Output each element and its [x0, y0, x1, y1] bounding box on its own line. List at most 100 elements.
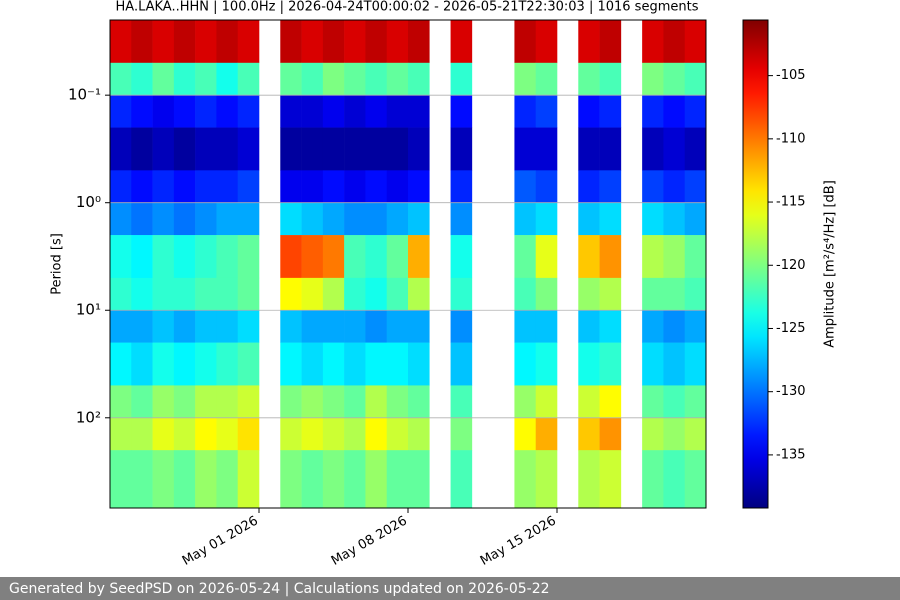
- psd-cell: [110, 342, 132, 386]
- psd-cell: [514, 417, 537, 451]
- psd-cell: [365, 62, 388, 96]
- psd-cell: [131, 310, 153, 343]
- psd-cell: [408, 385, 430, 419]
- psd-cell: [642, 450, 664, 509]
- y-axis-label: Period [s]: [50, 233, 65, 295]
- psd-cell: [599, 417, 622, 451]
- psd-cell: [110, 310, 132, 343]
- psd-cell: [322, 235, 345, 279]
- psd-cell: [301, 342, 324, 386]
- psd-cell: [152, 95, 175, 128]
- psd-cell: [450, 20, 473, 64]
- psd-cell: [578, 62, 600, 96]
- psd-cell: [408, 95, 430, 128]
- psd-cell: [110, 450, 132, 509]
- psd-cell: [131, 20, 153, 64]
- colorbar-label: Amplitude [m²/s⁴/Hz] [dB]: [823, 180, 838, 348]
- psd-cell: [684, 235, 707, 279]
- psd-cell: [663, 417, 686, 451]
- psd-cell: [152, 342, 175, 386]
- psd-cell: [386, 277, 409, 311]
- psd-cell: [599, 385, 622, 419]
- y-tick-label: 10⁰: [76, 193, 101, 211]
- psd-cell: [301, 170, 324, 204]
- psd-cell: [535, 20, 558, 64]
- psd-cell: [152, 235, 175, 279]
- psd-cell: [642, 277, 664, 311]
- psd-cell: [365, 95, 388, 128]
- psd-cell: [173, 235, 196, 279]
- psd-cell: [535, 235, 558, 279]
- psd-cell: [578, 127, 600, 171]
- psd-cell: [578, 235, 600, 279]
- psd-cell: [663, 277, 686, 311]
- psd-cell: [152, 277, 175, 311]
- psd-cell: [599, 342, 622, 386]
- psd-cell: [365, 310, 388, 343]
- psd-cell: [386, 385, 409, 419]
- psd-cell: [514, 20, 537, 64]
- psd-cell: [301, 95, 324, 128]
- psd-cell: [152, 170, 175, 204]
- psd-cell: [173, 62, 196, 96]
- psd-cell: [578, 20, 600, 64]
- psd-cell: [216, 277, 239, 311]
- psd-cell: [599, 170, 622, 204]
- psd-cell: [195, 417, 217, 451]
- psd-cell: [301, 385, 324, 419]
- psd-cell: [322, 385, 345, 419]
- psd-cell: [195, 277, 217, 311]
- psd-cell: [535, 417, 558, 451]
- psd-cell: [280, 62, 302, 96]
- colorbar: [742, 19, 769, 509]
- psd-cell: [344, 450, 366, 509]
- psd-cell: [237, 127, 260, 171]
- psd-cell: [386, 310, 409, 343]
- y-tick-label: 10¹: [76, 301, 101, 319]
- footer-bar: [0, 577, 900, 600]
- psd-cell: [663, 235, 686, 279]
- psd-cell: [642, 95, 664, 128]
- psd-cell: [535, 95, 558, 128]
- psd-cell: [514, 170, 537, 204]
- psd-cell: [195, 385, 217, 419]
- psd-cell: [322, 127, 345, 171]
- psd-cell: [131, 202, 153, 236]
- psd-cell: [110, 62, 132, 96]
- psd-cell: [599, 62, 622, 96]
- psd-cell: [535, 342, 558, 386]
- psd-cell: [152, 20, 175, 64]
- psd-cell: [195, 95, 217, 128]
- psd-cell: [578, 417, 600, 451]
- psd-cell: [663, 342, 686, 386]
- psd-cell: [514, 385, 537, 419]
- psd-cell: [408, 277, 430, 311]
- psd-cell: [642, 385, 664, 419]
- psd-cell: [280, 310, 302, 343]
- psd-cell: [173, 170, 196, 204]
- psd-cell: [578, 170, 600, 204]
- colorbar-tick-label: -130: [776, 384, 806, 399]
- psd-cell: [216, 385, 239, 419]
- psd-cell: [110, 20, 132, 64]
- psd-cell: [173, 20, 196, 64]
- psd-cell: [344, 235, 366, 279]
- x-tick-label: May 01 2026: [180, 514, 261, 569]
- psd-cell: [663, 310, 686, 343]
- psd-cell: [684, 342, 707, 386]
- psd-cell: [152, 127, 175, 171]
- psd-cell: [195, 62, 217, 96]
- psd-cell: [408, 450, 430, 509]
- psd-cell: [514, 62, 537, 96]
- psd-cell: [450, 127, 473, 171]
- psd-cell: [237, 342, 260, 386]
- psd-cell: [642, 20, 664, 64]
- psd-cell: [280, 450, 302, 509]
- psd-cell: [535, 127, 558, 171]
- psd-cell: [322, 170, 345, 204]
- psd-cell: [280, 127, 302, 171]
- psd-cell: [599, 450, 622, 509]
- psd-cell: [344, 342, 366, 386]
- psd-cell: [301, 62, 324, 96]
- psd-cell: [408, 417, 430, 451]
